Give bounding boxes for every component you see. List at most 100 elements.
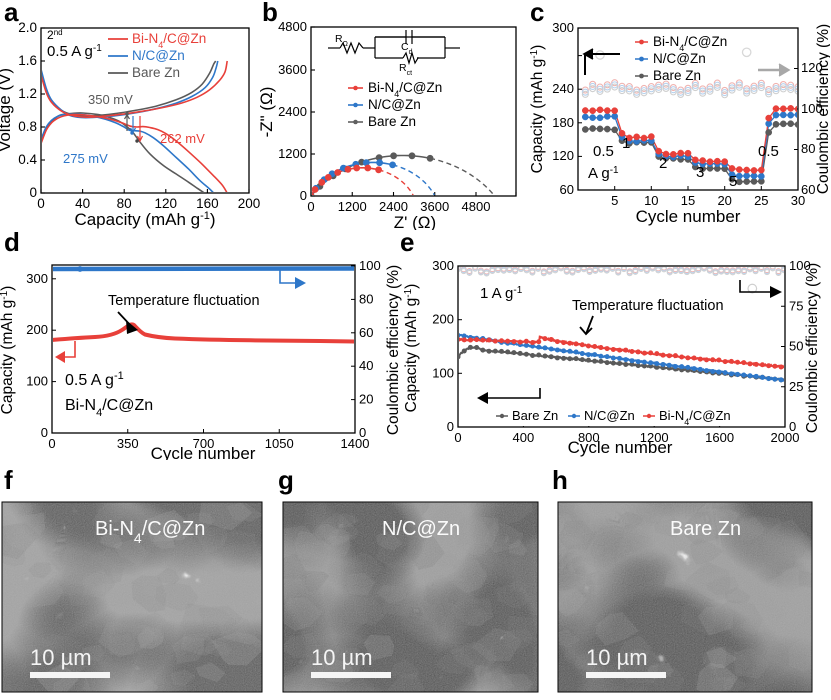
svg-text:10 µm: 10 µm [586, 645, 648, 670]
svg-text:Z' (Ω): Z' (Ω) [394, 213, 436, 230]
svg-text:15: 15 [681, 193, 695, 208]
svg-text:N/C@Zn: N/C@Zn [653, 51, 706, 66]
svg-text:300: 300 [26, 271, 48, 286]
svg-text:0.5 A g-1: 0.5 A g-1 [65, 370, 124, 389]
svg-text:10: 10 [644, 193, 658, 208]
svg-text:60: 60 [359, 325, 373, 340]
svg-text:2.0: 2.0 [18, 20, 37, 35]
svg-text:180: 180 [552, 115, 574, 130]
svg-text:Bi-N4/C@Zn: Bi-N4/C@Zn [95, 518, 205, 546]
svg-text:40: 40 [75, 196, 90, 211]
svg-text:Coulombic efficiency (%): Coulombic efficiency (%) [815, 24, 830, 194]
svg-text:Cycle number: Cycle number [151, 444, 256, 460]
svg-text:1.2: 1.2 [18, 86, 37, 101]
svg-text:2nd: 2nd [47, 28, 63, 43]
svg-text:100: 100 [432, 365, 454, 380]
svg-text:Voltage (V): Voltage (V) [0, 68, 14, 152]
svg-text:80: 80 [117, 196, 132, 211]
svg-text:0: 0 [300, 188, 307, 203]
svg-text:100: 100 [26, 374, 48, 389]
svg-text:0.5: 0.5 [758, 143, 779, 160]
svg-text:80: 80 [801, 141, 815, 156]
svg-text:Temperature fluctuation: Temperature fluctuation [572, 298, 724, 314]
svg-text:Bare Zn: Bare Zn [653, 68, 701, 83]
svg-text:0: 0 [359, 425, 366, 440]
svg-text:3600: 3600 [278, 62, 307, 77]
svg-text:120: 120 [155, 196, 178, 211]
svg-text:N/C@Zn: N/C@Zn [368, 97, 421, 112]
svg-text:0: 0 [29, 185, 37, 200]
svg-text:20: 20 [717, 193, 731, 208]
svg-text:0: 0 [447, 419, 454, 434]
svg-text:Capacity (mAh g-1): Capacity (mAh g-1) [403, 284, 421, 413]
svg-text:0: 0 [789, 419, 796, 434]
svg-text:0.8: 0.8 [18, 119, 37, 134]
svg-text:10 µm: 10 µm [311, 645, 373, 670]
svg-text:Bare Zn: Bare Zn [670, 518, 741, 540]
svg-text:1.6: 1.6 [18, 53, 37, 68]
svg-text:Coulombic efficiency (%): Coulombic efficiency (%) [804, 263, 821, 433]
svg-text:Cd: Cd [401, 41, 413, 56]
svg-text:50: 50 [789, 339, 803, 354]
svg-text:2400: 2400 [379, 199, 408, 214]
svg-text:400: 400 [513, 430, 535, 445]
svg-text:Rct: Rct [399, 62, 412, 77]
svg-text:0: 0 [307, 199, 314, 214]
svg-text:3: 3 [696, 164, 704, 181]
svg-text:N/C@Zn: N/C@Zn [584, 408, 635, 423]
svg-text:1200: 1200 [338, 199, 367, 214]
svg-text:-Z" (Ω): -Z" (Ω) [260, 87, 276, 138]
svg-text:0: 0 [454, 430, 461, 445]
svg-text:A g-1: A g-1 [588, 165, 619, 183]
svg-text:Cycle number: Cycle number [568, 438, 673, 457]
svg-text:Bare Zn: Bare Zn [512, 408, 558, 423]
svg-text:Bare Zn: Bare Zn [132, 65, 180, 80]
svg-text:100: 100 [359, 258, 381, 273]
svg-text:75: 75 [789, 298, 803, 313]
svg-text:N/C@Zn: N/C@Zn [132, 48, 185, 63]
svg-text:0.4: 0.4 [18, 152, 37, 167]
svg-text:262 mV: 262 mV [160, 131, 205, 146]
svg-text:0: 0 [48, 436, 55, 451]
svg-text:20: 20 [359, 392, 373, 407]
svg-text:120: 120 [552, 148, 574, 163]
svg-text:200: 200 [26, 322, 48, 337]
svg-text:40: 40 [359, 358, 373, 373]
svg-text:Capacity (mAh g-1): Capacity (mAh g-1) [530, 45, 546, 174]
svg-text:0: 0 [41, 425, 48, 440]
svg-text:160: 160 [196, 196, 219, 211]
svg-text:4800: 4800 [462, 199, 491, 214]
svg-text:0.5: 0.5 [593, 143, 614, 160]
svg-text:10 µm: 10 µm [30, 645, 92, 670]
svg-text:350 mV: 350 mV [88, 92, 133, 107]
svg-text:200: 200 [238, 196, 260, 211]
svg-text:5: 5 [729, 173, 737, 190]
svg-text:Temperature fluctuation: Temperature fluctuation [108, 293, 260, 309]
svg-text:1 A g-1: 1 A g-1 [480, 285, 523, 303]
svg-text:Capacity (mAh g-1): Capacity (mAh g-1) [0, 286, 16, 415]
svg-text:200: 200 [432, 312, 454, 327]
svg-text:3600: 3600 [420, 199, 449, 214]
svg-text:2: 2 [659, 155, 667, 172]
svg-text:60: 60 [560, 182, 574, 197]
svg-text:300: 300 [552, 20, 574, 35]
svg-text:2400: 2400 [278, 104, 307, 119]
svg-text:60: 60 [801, 182, 815, 197]
svg-text:25: 25 [754, 193, 768, 208]
svg-text:240: 240 [552, 81, 574, 96]
svg-text:80: 80 [359, 291, 373, 306]
svg-text:0: 0 [37, 196, 45, 211]
svg-text:0.5 A g-1: 0.5 A g-1 [47, 43, 102, 61]
svg-text:N/C@Zn: N/C@Zn [382, 518, 460, 540]
svg-text:Cycle number: Cycle number [636, 207, 741, 226]
svg-text:Bi-N4/C@Zn: Bi-N4/C@Zn [65, 397, 153, 419]
svg-text:25: 25 [789, 379, 803, 394]
svg-text:350: 350 [117, 436, 139, 451]
svg-text:4800: 4800 [278, 19, 307, 34]
svg-text:1600: 1600 [705, 430, 734, 445]
svg-text:Bare Zn: Bare Zn [368, 114, 416, 129]
svg-text:Capacity (mAh g-1): Capacity (mAh g-1) [74, 210, 215, 229]
svg-text:275 mV: 275 mV [63, 151, 108, 166]
svg-text:5: 5 [611, 193, 618, 208]
svg-text:1: 1 [622, 135, 630, 152]
